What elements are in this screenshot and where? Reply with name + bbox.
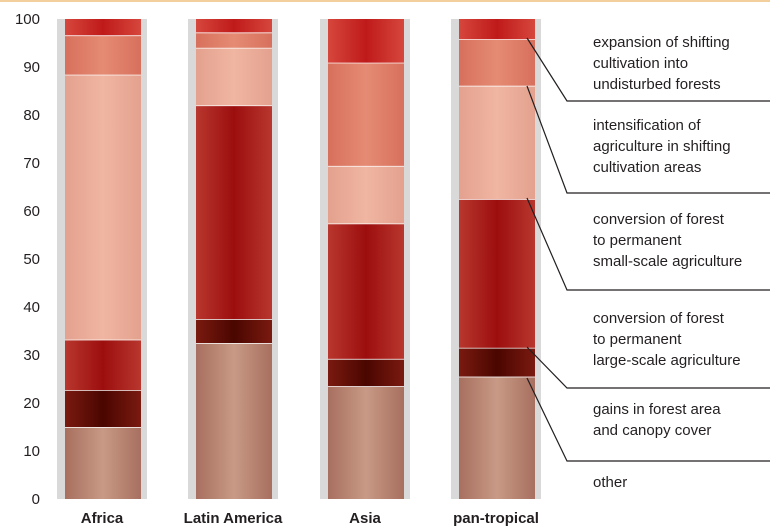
legend-label: conversion of forest to permanent small-sc… [593,211,742,270]
legend-leader-line [526,377,770,462]
bar-segment-small_scale-1 [196,47,272,106]
y-tick-label: 90 [23,59,40,76]
y-tick-label: 40 [23,299,40,316]
bar-segment-intensification-1 [196,32,272,48]
legend-label: expansion of shifting cultivation into und… [593,34,730,93]
bar-segment-other-3 [459,376,535,499]
bar-segment-large_scale-1 [196,105,272,320]
bar-segment-large_scale-0 [65,339,141,391]
y-tick-label: 0 [32,491,40,508]
y-tick-label: 100 [15,11,40,28]
category-label-0: Africa [81,510,124,527]
legend-entry-large_scale: conversion of forest to permanent large-sc… [526,310,770,389]
bar-segment-expansion-0 [65,19,141,36]
legend-leader-line-hidden [527,441,770,461]
legend-leader-line [526,197,770,291]
legend-entry-small_scale: conversion of forest to permanent small-sc… [526,197,770,291]
legend-entry-other: other [527,441,770,491]
bar-segment-other-0 [65,427,141,499]
bar-segment-gains-0 [65,390,141,427]
bar-segment-expansion-2 [328,19,404,63]
y-tick-label: 80 [23,107,40,124]
y-tick-label: 30 [23,347,40,364]
category-label-2: Asia [349,510,381,527]
bar-segment-other-1 [196,343,272,499]
legend-label: gains in forest area and canopy cover [593,401,721,439]
bar-segment-small_scale-2 [328,165,404,224]
legend-leader-line [526,85,770,194]
bar-segment-small_scale-0 [65,74,141,340]
legend-label: intensification of agriculture in shiftin… [593,117,731,176]
legend-label: conversion of forest to permanent large-sc… [593,310,741,369]
bar-segment-expansion-3 [459,19,535,40]
bar-segment-expansion-1 [196,19,272,33]
bar-segment-gains-3 [459,347,535,377]
bar-segment-large_scale-3 [459,199,535,348]
category-label-1: Latin America [184,510,283,527]
y-tick-label: 10 [23,443,40,460]
legend-leader-line [526,346,770,389]
y-tick-label: 20 [23,395,40,412]
bar-segment-intensification-2 [328,62,404,166]
bar-segment-gains-1 [196,319,272,343]
bar-segment-intensification-3 [459,39,535,86]
legend-label: other [593,474,627,491]
bar-segment-small_scale-3 [459,85,535,199]
y-tick-label: 50 [23,251,40,268]
y-tick-label: 70 [23,155,40,172]
bar-segment-gains-2 [328,358,404,387]
y-tick-label: 60 [23,203,40,220]
bar-segment-large_scale-2 [328,223,404,359]
bar-segment-other-2 [328,386,404,499]
legend-leader-line [526,37,770,102]
legend-entry-expansion: expansion of shifting cultivation into und… [526,34,770,102]
legend-entry-gains: gains in forest area and canopy cover [526,377,770,462]
bar-segment-intensification-0 [65,35,141,75]
category-label-3: pan-tropical [453,510,539,527]
top-rule [0,0,770,2]
legend-entry-intensification: intensification of agriculture in shiftin… [526,85,770,194]
